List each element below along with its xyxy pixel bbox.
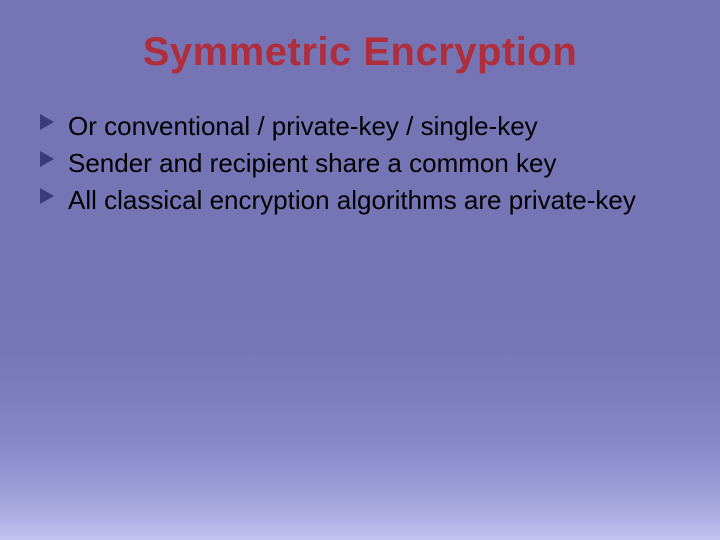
bullet-list: Or conventional / private-key / single-k… <box>34 109 686 218</box>
bullet-icon <box>40 188 54 204</box>
list-item: All classical encryption algorithms are … <box>40 183 686 218</box>
slide-container: Symmetric Encryption Or conventional / p… <box>0 0 720 540</box>
list-item: Or conventional / private-key / single-k… <box>40 109 686 144</box>
bullet-text: Or conventional / private-key / single-k… <box>68 111 538 141</box>
bullet-icon <box>40 151 54 167</box>
slide-title: Symmetric Encryption <box>34 30 686 75</box>
bullet-icon <box>40 114 54 130</box>
list-item: Sender and recipient share a common key <box>40 146 686 181</box>
bullet-text: All classical encryption algorithms are … <box>68 185 636 215</box>
bullet-text: Sender and recipient share a common key <box>68 148 557 178</box>
